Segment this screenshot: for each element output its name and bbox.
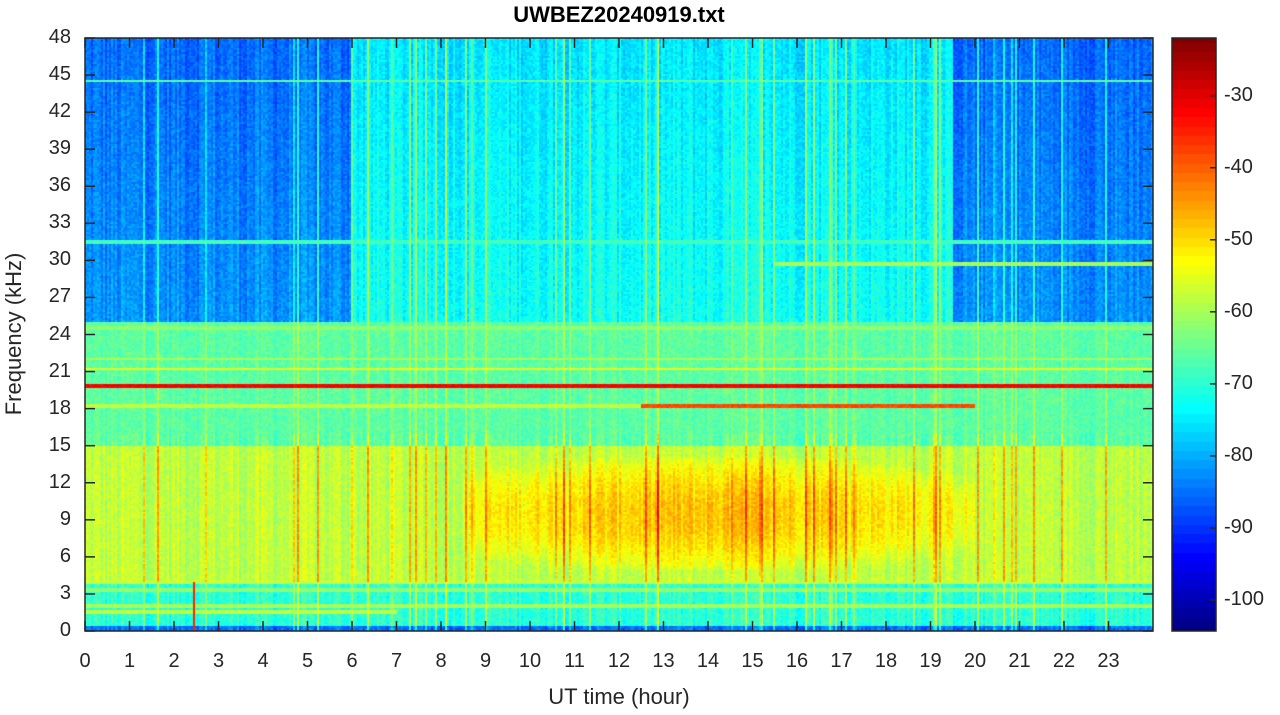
x-tick-label: 18 (874, 650, 898, 672)
y-tick-label: 36 (48, 174, 71, 197)
x-tick-label: 0 (79, 650, 91, 672)
x-tick-label: 20 (963, 650, 987, 672)
y-tick-label: 3 (59, 581, 71, 604)
y-tick-label: 33 (48, 211, 71, 234)
y-tick-label: 45 (48, 63, 71, 86)
colorbar-tick-label: -80 (1224, 443, 1253, 466)
y-tick-label: 9 (59, 507, 71, 530)
y-tick-label: 15 (48, 433, 71, 456)
x-tick-label: 16 (785, 650, 809, 672)
y-axis-label: Frequency (kHz) (1, 252, 26, 416)
x-tick-label: 8 (435, 650, 447, 672)
x-tick-label: 17 (830, 650, 853, 672)
x-tick-label: 23 (1097, 650, 1120, 672)
y-tick-label: 27 (48, 285, 71, 308)
spectrogram-heatmap (85, 38, 1153, 631)
x-tick-label: 15 (741, 650, 764, 672)
x-tick-label: 5 (301, 650, 314, 672)
y-tick-label: 39 (48, 137, 71, 160)
x-tick-label: 19 (919, 650, 942, 672)
x-tick-label: 9 (479, 650, 492, 672)
colorbar-frame (1171, 37, 1217, 632)
colorbar-tick-label: -90 (1224, 515, 1253, 538)
y-tick-label: 21 (48, 359, 71, 382)
y-tick-label: 12 (48, 470, 71, 493)
x-tick-label: 11 (564, 650, 585, 672)
y-tick-label: 48 (48, 26, 71, 48)
y-tick-label: 30 (48, 248, 71, 271)
colorbar-tick-label: -100 (1224, 588, 1265, 611)
chart-title: UWBEZ20240919.txt (513, 2, 725, 27)
x-tick-label: 4 (257, 650, 269, 672)
x-tick-label: 13 (652, 650, 675, 672)
plot-frame (84, 37, 1154, 632)
y-tick-label: 6 (59, 544, 71, 567)
x-axis-label: UT time (hour) (548, 684, 690, 709)
x-tick-label: 21 (1008, 650, 1031, 672)
colorbar-tick-label: -30 (1224, 83, 1253, 106)
x-tick-label: 7 (390, 650, 403, 672)
y-tick-label: 24 (48, 322, 71, 345)
x-tick-label: 6 (346, 650, 358, 672)
x-tick-label: 1 (123, 650, 136, 672)
x-tick-label: 10 (518, 650, 542, 672)
y-tick-label: 0 (59, 619, 71, 641)
x-tick-label: 12 (607, 650, 631, 672)
x-tick-label: 22 (1052, 650, 1076, 672)
y-tick-label: 42 (48, 100, 71, 123)
y-tick-label: 18 (48, 396, 71, 419)
colorbar (1172, 38, 1216, 631)
colorbar-tick-label: -50 (1224, 227, 1253, 250)
x-tick-label: 14 (696, 650, 720, 672)
x-tick-label: 3 (212, 650, 225, 672)
x-tick-label: 2 (168, 650, 180, 672)
colorbar-tick-label: -40 (1224, 155, 1253, 178)
colorbar-tick-label: -60 (1224, 299, 1253, 322)
colorbar-tick-label: -70 (1224, 371, 1253, 394)
